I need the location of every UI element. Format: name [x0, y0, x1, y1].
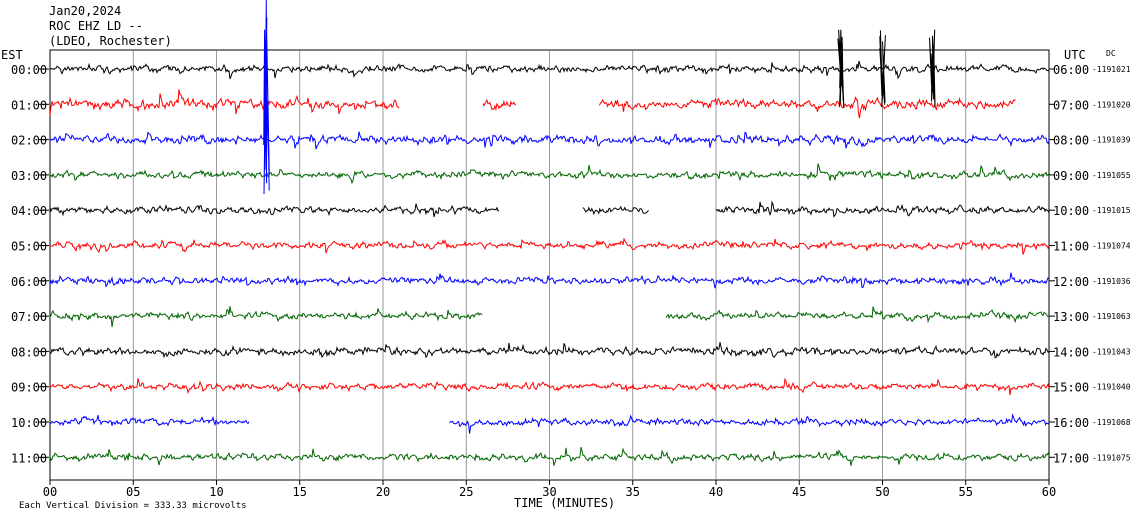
x-tick-label: 25 [459, 485, 473, 499]
header-station: ROC EHZ LD -- [49, 19, 143, 33]
trace-1100 [49, 237, 1050, 255]
trace-0700 [482, 98, 516, 112]
trace-0700 [49, 89, 400, 116]
x-tick-label: 15 [293, 485, 307, 499]
trace-1700 [49, 446, 1050, 466]
utc-hour-label: 07:00 [1053, 98, 1089, 112]
utc-hour-label: 13:00 [1053, 310, 1089, 324]
trace-1600 [449, 413, 1049, 434]
dc-offset-label: -1191015 [1092, 206, 1130, 215]
trace-1600 [49, 414, 250, 427]
est-hour-label: 02:00 [11, 134, 47, 148]
trace-1300 [665, 306, 1049, 324]
x-tick-label: 00 [43, 485, 57, 499]
utc-hour-label: 12:00 [1053, 275, 1089, 289]
event-spike [929, 29, 936, 108]
est-hour-label: 11:00 [11, 451, 47, 465]
dc-offset-label: -1191055 [1092, 171, 1130, 180]
utc-hour-label: 08:00 [1053, 134, 1089, 148]
utc-hour-label: 11:00 [1053, 240, 1089, 254]
header-date: Jan20,2024 [49, 4, 121, 18]
footer-note: Each Vertical Division = 333.33 microvol… [19, 501, 247, 511]
est-hour-label: 09:00 [11, 381, 47, 395]
est-hour-label: 01:00 [11, 98, 47, 112]
trace-1000 [49, 203, 500, 218]
est-hour-label: 08:00 [11, 345, 47, 359]
x-tick-label: 10 [209, 485, 223, 499]
dc-offset-label: -1191036 [1092, 277, 1130, 286]
est-hour-label: 10:00 [11, 416, 47, 430]
dc-offset-label: -1191020 [1092, 100, 1130, 109]
x-axis-title: TIME (MINUTES) [514, 496, 615, 510]
header-network: (LDEO, Rochester) [49, 34, 172, 48]
trace-1000 [582, 205, 650, 216]
event-spike [837, 29, 845, 109]
est-label: EST [1, 48, 23, 62]
trace-0900 [49, 163, 1050, 185]
trace-0800 [49, 131, 1050, 150]
x-tick-label: 20 [376, 485, 390, 499]
event-spike [879, 30, 886, 107]
trace-1500 [49, 377, 1050, 396]
x-tick-label: 30 [542, 485, 556, 499]
dc-offset-label: -1191043 [1092, 347, 1130, 356]
est-hour-label: 06:00 [11, 275, 47, 289]
dc-offset-label: -1191040 [1092, 383, 1130, 392]
est-hour-label: 05:00 [11, 240, 47, 254]
x-tick-label: 35 [626, 485, 640, 499]
dc-label: DC [1106, 49, 1116, 58]
utc-hour-label: 15:00 [1053, 381, 1089, 395]
dc-offset-label: -1191063 [1092, 312, 1130, 321]
trace-1200 [49, 272, 1050, 289]
dc-offset-label: -1191021 [1092, 65, 1130, 74]
utc-hour-label: 10:00 [1053, 204, 1089, 218]
est-hour-label: 07:00 [11, 310, 47, 324]
utc-hour-label: 14:00 [1053, 345, 1089, 359]
dc-offset-label: -1191075 [1092, 453, 1130, 462]
trace-1300 [49, 306, 483, 328]
x-tick-label: 05 [126, 485, 140, 499]
x-tick-label: 55 [959, 485, 973, 499]
trace-0600 [49, 60, 1049, 80]
est-hour-label: 03:00 [11, 169, 47, 183]
est-hour-label: 04:00 [11, 204, 47, 218]
utc-label: UTC [1064, 48, 1086, 62]
event-spike [263, 0, 270, 195]
trace-1000 [715, 200, 1050, 218]
x-tick-label: 60 [1042, 485, 1056, 499]
x-tick-label: 45 [792, 485, 806, 499]
dc-offset-label: -1191039 [1092, 136, 1130, 145]
dc-offset-label: -1191068 [1092, 418, 1130, 427]
utc-hour-label: 16:00 [1053, 416, 1089, 430]
est-hour-label: 00:00 [11, 63, 47, 77]
trace-0700 [599, 96, 1016, 119]
utc-hour-label: 17:00 [1053, 451, 1089, 465]
x-tick-label: 50 [875, 485, 889, 499]
x-tick-label: 40 [709, 485, 723, 499]
trace-1400 [49, 342, 1050, 359]
dc-offset-label: -1191074 [1092, 242, 1130, 251]
utc-hour-label: 06:00 [1053, 63, 1089, 77]
utc-hour-label: 09:00 [1053, 169, 1089, 183]
